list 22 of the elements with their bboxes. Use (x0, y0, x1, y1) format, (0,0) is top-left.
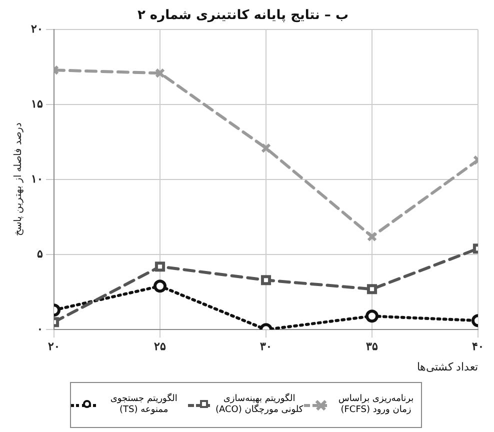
y-tick-label: ۵ (37, 248, 43, 261)
y-tick-label: ۲۰ (31, 24, 43, 36)
x-tick-label: ۴۰ (472, 341, 484, 354)
point (154, 68, 166, 78)
point (260, 275, 272, 286)
legend-label: الگوریتم بهینه‌سازی کلونی مورچگان (ACO) (214, 394, 304, 416)
point (366, 284, 378, 294)
point (154, 262, 166, 272)
y-tick-label: ۱۰ (31, 174, 43, 186)
x-tick-label: ۳۰ (260, 341, 272, 354)
chart-title: ب – نتایج پایانه کانتینری شماره ۲ (137, 8, 349, 24)
y-axis-title: درصد فاصله از بهترین پاسخ (12, 123, 24, 236)
x-tick-label: ۲۰ (48, 341, 60, 354)
x-axis-title: تعداد کشتی‌ها (416, 361, 478, 374)
x-tick-label: ۲۵ (154, 341, 166, 354)
y-tick-label: ۱۵ (31, 98, 43, 111)
y-tick-label: ۰ (37, 324, 43, 336)
point (260, 143, 272, 154)
legend-label: الگوریتم جستجوی ممنوعه (TS) (109, 394, 178, 416)
x-tick-label: ۳۵ (366, 341, 378, 354)
legend-label: برنامه‌ریزی براساس زمان ورود (FCFS) (337, 394, 415, 416)
point (366, 232, 378, 242)
